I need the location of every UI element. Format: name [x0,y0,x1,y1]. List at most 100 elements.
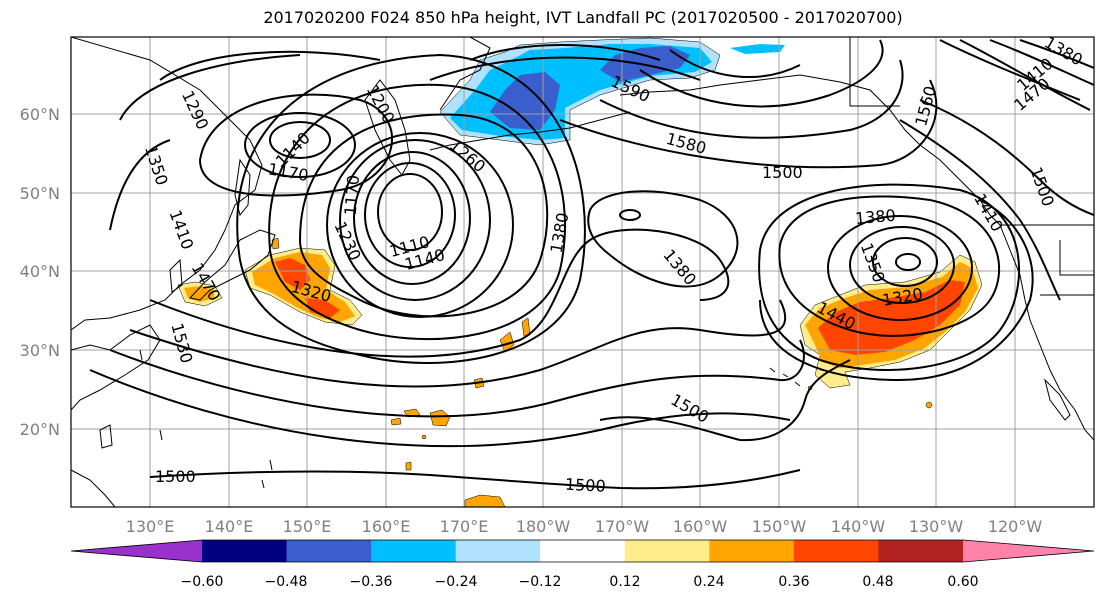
contour-label: 1500 [1026,164,1058,209]
colorbar-segment [878,540,964,562]
lon-label: 160°E [362,517,411,536]
lon-label: 180°W [516,517,571,536]
ivt-patch [499,331,515,353]
contour-low-west-1290 [268,83,566,341]
contour-label: 1500 [762,163,803,182]
contour-ne-4 [1019,39,1094,69]
ivt-patch [925,401,933,409]
contour-nw-1350 [119,54,301,121]
colorbar-ticks: −0.60 −0.48 −0.36 −0.24 −0.12 0.12 0.24 … [181,574,979,590]
contour-ne-5 [899,119,1061,301]
coast-korea [169,258,183,293]
colorbar-segment [709,540,795,562]
contour-label: 1500 [565,475,607,496]
colorbar-tick-label: −0.48 [265,574,308,590]
contour-central-1380 [587,190,739,288]
ivt-patch [429,409,451,427]
contour-arc-1530 [599,59,904,139]
lon-label: 130°W [909,517,964,536]
lon-label: 130°E [126,517,175,536]
contour-nw-1290 [159,50,381,81]
contour-low-west-1200 [339,139,491,301]
colorbar-segment [624,540,710,562]
lon-label: 150°E [283,517,332,536]
ivt-patch [421,434,427,440]
contour-ne-2 [959,39,1091,111]
lon-label: 120°W [988,517,1043,536]
lon-label: 170°W [595,517,650,536]
contour-ne-6 [919,99,1094,216]
colorbar-segment [371,540,457,562]
colorbar-tick-label: 0.12 [609,574,640,590]
colorbar-segment [286,540,372,562]
colorbar-tick-label: −0.24 [435,574,478,590]
colorbar-tick-label: 0.60 [947,574,978,590]
coast-nw-america [999,224,1094,441]
coast-japan [189,229,276,301]
coast-china [71,324,161,411]
contour-east-low-1380 [778,195,1001,337]
contour-east-low-1320b [849,226,955,304]
map-frame [70,36,1095,508]
contour-arc-1380 [469,44,661,61]
lat-label: 30°N [20,341,60,360]
colorbar-tick-label: 0.48 [862,574,893,590]
contour-nw-low-1140 [269,121,331,159]
height-contours [89,39,1094,490]
lon-label: 170°E [440,517,489,536]
contour-low-west-1140 [364,162,456,268]
colorbar-segment [540,540,626,562]
ivt-negative-bar [730,44,785,54]
contour-flow-1440 [109,339,805,418]
lon-label: 160°W [673,517,728,536]
colorbar [70,539,1095,563]
ivt-shading [177,37,983,507]
lon-label: 140°W [831,517,886,536]
contour-low-west-1260 [298,113,549,318]
coast-taiwan [99,424,113,449]
contour-label: 1350 [857,240,889,285]
border-canada [849,37,900,107]
contour-arc-1560 [639,39,884,108]
colorbar-tick-label: 0.36 [778,574,809,590]
coast-alaska [439,37,1001,226]
colorbar-segment [202,540,288,562]
colorbar-segment [455,540,541,562]
contour-nw-1200 [198,93,394,197]
colorbar-extend-min [71,540,202,562]
ivt-patch [521,317,531,337]
ivt-patch [405,461,412,471]
contour-label: 1170 [341,174,363,216]
lon-label: 140°E [205,517,254,536]
contour-central-high [619,209,641,221]
contour-label: 1380 [547,211,573,254]
contour-flow-1470 [89,369,791,448]
contour-east-low-1320a [872,237,938,287]
coastlines [71,37,1094,507]
colorbar-tick-label: −0.12 [519,574,562,590]
contour-arc-1500 [559,79,938,169]
contour-east-low-1410 [758,183,1021,371]
contour-east-low-1350 [827,215,973,321]
coast-philippines [71,469,116,507]
contour-ne-1 [939,39,1081,101]
colorbar-extend-max [963,540,1094,562]
contour-label: 1290 [178,88,212,133]
contour-east-low-1290 [895,253,921,271]
coast-baja [1044,378,1071,421]
colorbar-tick-label: −0.36 [350,574,393,590]
contour-east-1440 [759,199,1034,382]
lon-label: 150°W [752,517,807,536]
contour-flow-1500 [149,469,801,490]
contour-flow-1380 [149,228,730,358]
lat-label: 60°N [20,105,60,124]
border-mexico2 [1059,240,1094,276]
contour-low-west-1110 [377,173,443,251]
coast-asia [71,37,263,331]
ivt-patch [464,494,506,507]
ivt-negative-dark [490,46,690,130]
coast-sakhalin [234,158,251,217]
colorbar-tick-label: 0.24 [693,574,724,590]
contour-low-west-1320 [236,53,586,364]
